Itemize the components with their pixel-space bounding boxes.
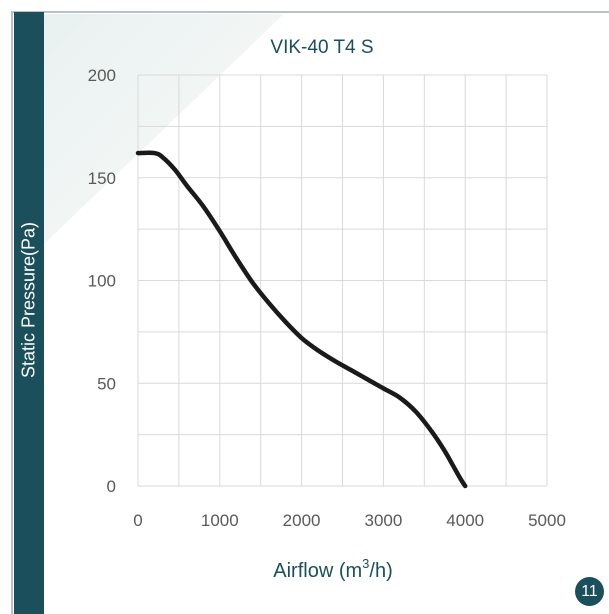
series-line [135, 150, 468, 489]
x-tick-label: 1000 [201, 511, 239, 530]
x-tick-label: 2000 [283, 511, 321, 530]
y-tick-label: 100 [88, 272, 116, 291]
x-tick-label: 3000 [364, 511, 402, 530]
x-tick-label: 0 [133, 511, 142, 530]
x-tick-label: 4000 [446, 511, 484, 530]
x-axis-label: Airflow (m3/h) [273, 556, 392, 582]
page-number-badge: 11 [575, 577, 604, 606]
y-tick-label: 150 [88, 169, 116, 188]
page-frame [11, 11, 609, 614]
series-layer [135, 150, 468, 489]
grid [137, 74, 548, 487]
chart-title: VIK-40 T4 S [270, 37, 373, 58]
y-tick-label: 0 [107, 477, 116, 496]
y-tick-label: 50 [97, 374, 116, 393]
x-tick-label: 5000 [528, 511, 566, 530]
side-band [14, 12, 44, 614]
y-tick-label: 200 [88, 66, 116, 85]
